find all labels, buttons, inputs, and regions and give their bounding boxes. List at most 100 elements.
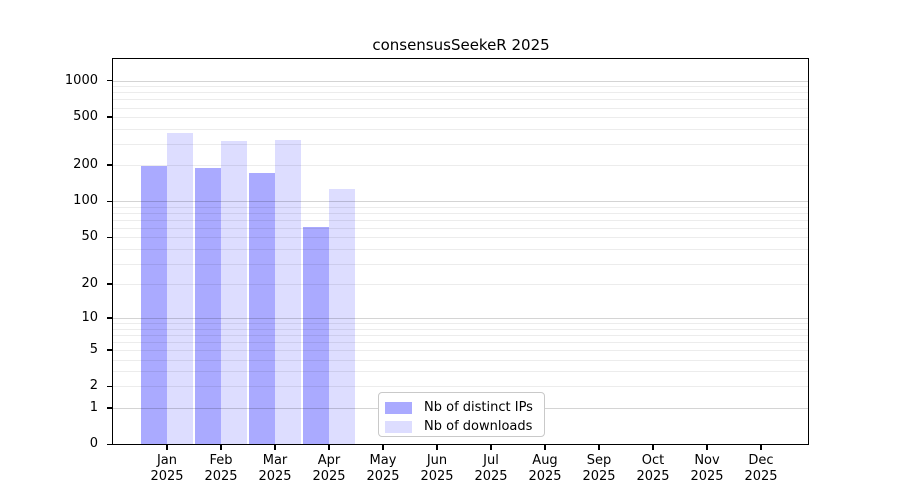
x-tick-year: 2025 bbox=[744, 469, 778, 484]
gridline-minor bbox=[113, 107, 809, 109]
gridline-minor bbox=[113, 99, 809, 101]
y-tick-mark bbox=[107, 317, 112, 319]
gridline-minor bbox=[113, 206, 809, 208]
x-tick-month: Apr bbox=[317, 453, 341, 468]
x-tick-mark bbox=[490, 445, 492, 450]
bar-distinct-ips bbox=[195, 167, 221, 445]
gridline-minor bbox=[113, 386, 809, 388]
x-tick-month: Aug bbox=[532, 453, 558, 468]
x-tick-label: Jan 2025 bbox=[139, 453, 195, 485]
x-tick-label: Feb 2025 bbox=[193, 453, 249, 485]
gridline-minor bbox=[113, 371, 809, 373]
x-tick-label: Apr 2025 bbox=[301, 453, 357, 485]
x-tick-label: Aug 2025 bbox=[517, 453, 573, 485]
x-tick-year: 2025 bbox=[690, 469, 724, 484]
y-tick-mark bbox=[107, 407, 112, 409]
x-tick-mark bbox=[652, 445, 654, 450]
bar-distinct-ips bbox=[249, 172, 275, 445]
gridline-minor bbox=[113, 334, 809, 336]
gridline-minor bbox=[113, 284, 809, 286]
bar-downloads bbox=[221, 141, 247, 445]
x-tick-mark bbox=[166, 445, 168, 450]
gridline-minor bbox=[113, 86, 809, 88]
x-tick-month: Feb bbox=[209, 453, 233, 468]
x-tick-year: 2025 bbox=[474, 469, 508, 484]
gridline-minor bbox=[113, 341, 809, 343]
y-tick-mark bbox=[107, 349, 112, 351]
y-tick-mark bbox=[107, 385, 112, 388]
x-tick-year: 2025 bbox=[150, 469, 184, 484]
chart-title: consensusSeekeR 2025 bbox=[372, 36, 550, 54]
gridline-major bbox=[113, 318, 809, 320]
y-tick-mark bbox=[107, 116, 112, 118]
x-tick-label: Mar 2025 bbox=[247, 453, 303, 485]
gridline-minor bbox=[113, 248, 809, 250]
bar-distinct-ips bbox=[303, 226, 329, 445]
gridline-minor bbox=[113, 117, 809, 119]
x-tick-mark bbox=[274, 445, 276, 450]
bar-downloads bbox=[275, 140, 301, 445]
gridline-minor bbox=[113, 128, 809, 130]
y-tick-label: 2 bbox=[89, 378, 98, 394]
x-tick-year: 2025 bbox=[528, 469, 562, 484]
legend-label-downloads: Nb of downloads bbox=[424, 419, 533, 434]
x-tick-month: Mar bbox=[262, 453, 288, 468]
y-tick-label: 50 bbox=[81, 229, 98, 245]
y-tick-label: 20 bbox=[81, 276, 98, 292]
x-tick-year: 2025 bbox=[420, 469, 454, 484]
gridline-minor bbox=[113, 143, 809, 145]
x-tick-label: Sep 2025 bbox=[571, 453, 627, 485]
gridline-minor bbox=[113, 227, 809, 229]
gridline-minor bbox=[113, 237, 809, 239]
y-tick-label: 100 bbox=[73, 193, 98, 209]
x-tick-mark bbox=[598, 445, 600, 450]
downloads-swatch bbox=[385, 420, 412, 433]
x-tick-month: Jul bbox=[483, 453, 499, 468]
gridline-minor bbox=[113, 212, 809, 214]
y-tick-label: 10 bbox=[81, 310, 98, 326]
y-tick-mark bbox=[107, 283, 112, 285]
x-tick-year: 2025 bbox=[204, 469, 238, 484]
x-tick-mark bbox=[220, 445, 222, 450]
legend-row-distinct-ips: Nb of distinct IPs bbox=[379, 398, 544, 417]
x-tick-label: Jul 2025 bbox=[463, 453, 519, 485]
x-tick-label: May 2025 bbox=[355, 453, 411, 485]
gridline-minor bbox=[113, 349, 809, 351]
y-tick-label: 200 bbox=[73, 157, 98, 173]
y-tick-label: 0 bbox=[89, 436, 98, 452]
x-tick-year: 2025 bbox=[312, 469, 346, 484]
x-tick-year: 2025 bbox=[636, 469, 670, 484]
gridline-minor bbox=[113, 359, 809, 361]
gridline-minor bbox=[113, 92, 809, 94]
legend-row-downloads: Nb of downloads bbox=[379, 417, 544, 436]
y-tick-mark bbox=[107, 443, 112, 445]
x-tick-mark bbox=[706, 445, 708, 450]
gridline-major bbox=[113, 80, 809, 82]
bar-distinct-ips bbox=[141, 165, 167, 445]
x-tick-mark bbox=[382, 445, 384, 450]
gridline-minor bbox=[113, 323, 809, 325]
plot-area bbox=[113, 59, 809, 445]
x-tick-month: Nov bbox=[694, 453, 720, 468]
x-tick-label: Dec 2025 bbox=[733, 453, 789, 485]
gridline-minor bbox=[113, 263, 809, 265]
x-tick-mark bbox=[436, 445, 438, 450]
x-tick-year: 2025 bbox=[582, 469, 616, 484]
x-tick-month: Jun bbox=[426, 453, 448, 468]
x-tick-month: Sep bbox=[586, 453, 612, 468]
bar-downloads bbox=[167, 132, 193, 445]
gridline-minor bbox=[113, 219, 809, 221]
x-tick-month: Oct bbox=[641, 453, 665, 468]
x-tick-year: 2025 bbox=[258, 469, 292, 484]
y-tick-label: 5 bbox=[89, 341, 98, 357]
gridline-minor bbox=[113, 328, 809, 330]
x-tick-mark bbox=[544, 445, 546, 450]
x-tick-label: Oct 2025 bbox=[625, 453, 681, 485]
x-tick-label: Jun 2025 bbox=[409, 453, 465, 485]
gridline-major bbox=[113, 201, 809, 203]
x-tick-month: Jan bbox=[156, 453, 178, 468]
y-tick-label: 1000 bbox=[64, 72, 98, 88]
y-tick-mark bbox=[107, 79, 112, 82]
y-tick-mark bbox=[107, 200, 112, 203]
